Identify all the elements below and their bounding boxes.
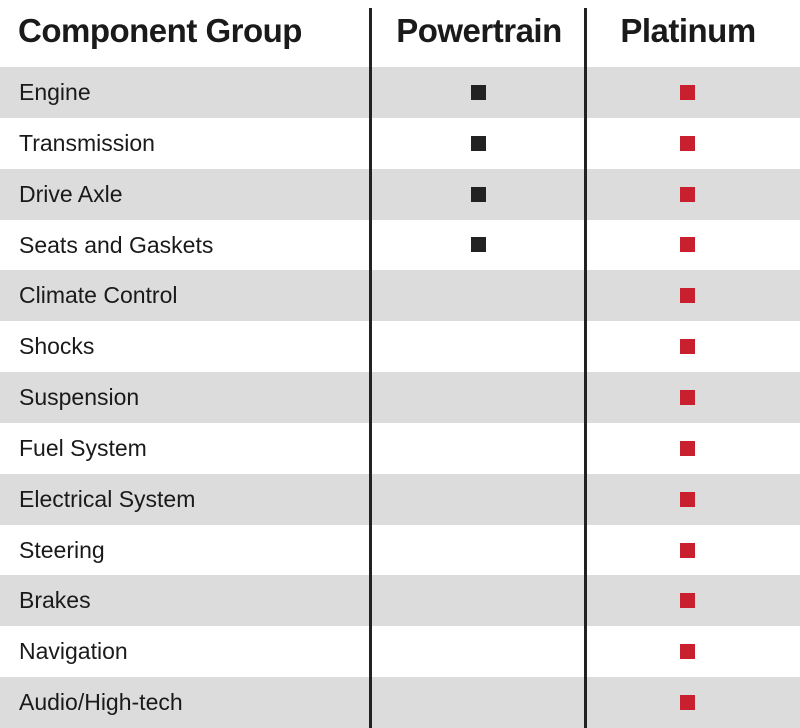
platinum-mark	[680, 593, 695, 609]
table-row: Engine	[0, 67, 800, 118]
component-name: Suspension	[19, 384, 140, 411]
platinum-mark	[680, 440, 695, 456]
component-name: Climate Control	[19, 282, 178, 309]
table-row: Steering	[0, 525, 800, 576]
platinum-mark	[680, 339, 695, 355]
table-row: Audio/High-tech	[0, 677, 800, 728]
powertrain-mark	[471, 186, 486, 202]
component-name: Seats and Gaskets	[19, 231, 214, 258]
component-name: Audio/High-tech	[19, 689, 183, 716]
column-divider	[369, 8, 372, 728]
platinum-mark	[680, 491, 695, 507]
component-name: Electrical System	[19, 485, 196, 512]
table-row: Shocks	[0, 321, 800, 372]
component-name: Steering	[19, 536, 105, 563]
table-row: Electrical System	[0, 473, 800, 525]
table-row: Transmission	[0, 118, 800, 169]
platinum-mark	[680, 237, 695, 253]
header: Component Group	[18, 12, 302, 49]
component-name: Shocks	[19, 333, 95, 360]
table-row: Seats and Gaskets	[0, 220, 800, 271]
platinum-mark	[680, 695, 695, 711]
platinum-mark	[680, 186, 695, 202]
component-name: Fuel System	[19, 434, 147, 461]
table-row: Suspension	[0, 372, 800, 423]
table-row: Fuel System	[0, 423, 800, 474]
powertrain-mark	[471, 237, 486, 253]
powertrain-mark	[471, 84, 486, 100]
header: Powertrain	[396, 12, 562, 49]
platinum-mark	[680, 135, 695, 151]
component-name: Drive Axle	[19, 180, 123, 207]
table-row: Climate Control	[0, 270, 800, 322]
platinum-mark	[680, 84, 695, 100]
powertrain-mark	[471, 135, 486, 151]
column-divider	[584, 8, 587, 728]
table-row: Brakes	[0, 575, 800, 627]
component-name: Brakes	[19, 587, 91, 614]
platinum-mark	[680, 288, 695, 304]
component-name: Navigation	[19, 638, 128, 665]
header: Platinum	[620, 12, 756, 49]
table-row: Drive Axle	[0, 168, 800, 220]
platinum-mark	[680, 542, 695, 558]
platinum-mark	[680, 644, 695, 660]
component-name: Engine	[19, 79, 91, 105]
component-name: Transmission	[19, 129, 155, 156]
table-row: Navigation	[0, 626, 800, 677]
platinum-mark	[680, 389, 695, 405]
